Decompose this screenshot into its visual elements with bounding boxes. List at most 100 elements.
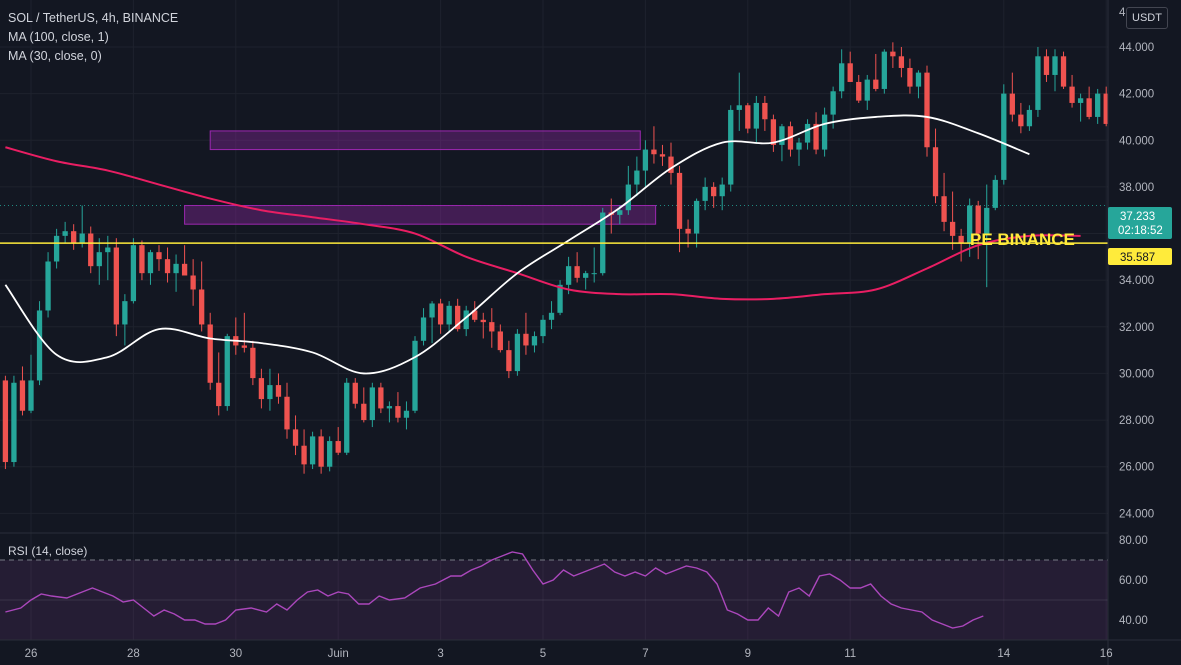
candle-body: [489, 322, 495, 332]
candle-body: [88, 233, 94, 267]
candle: [813, 112, 819, 155]
candle-body: [122, 301, 128, 325]
candle: [523, 312, 529, 355]
candle-body: [830, 91, 836, 115]
candle-body: [651, 149, 657, 155]
candle-body: [907, 67, 913, 87]
resistance-zone: [209, 130, 641, 151]
candle: [898, 46, 905, 78]
candle-body: [523, 333, 529, 346]
price-tick-label: 32.000: [1119, 322, 1154, 334]
candle: [856, 74, 862, 103]
price-tick-label: 24.000: [1119, 508, 1154, 520]
candle-body: [147, 252, 154, 274]
candle: [967, 198, 973, 257]
candle: [344, 378, 350, 456]
candle: [821, 107, 828, 157]
price-axis[interactable]: [1108, 0, 1181, 640]
candle-body: [1103, 93, 1109, 124]
candle: [369, 382, 375, 428]
candle: [386, 401, 393, 423]
time-tick-label: 7: [642, 648, 648, 660]
candle-body: [924, 72, 930, 148]
candle-body: [514, 333, 521, 372]
level-annotation: PE BINANCE: [970, 230, 1075, 249]
time-axis[interactable]: [0, 640, 1108, 665]
candle-body: [472, 310, 478, 320]
time-tick-label: 28: [127, 648, 140, 660]
candle: [19, 366, 26, 416]
candle: [207, 312, 213, 390]
candle: [932, 128, 939, 204]
candle: [1069, 74, 1075, 108]
candle: [301, 429, 307, 474]
candle-body: [463, 310, 469, 330]
candle-body: [62, 231, 68, 236]
candle: [36, 301, 43, 386]
candle-body: [1077, 98, 1084, 103]
candle: [1009, 72, 1015, 122]
symbol-title[interactable]: SOL / TetherUS, 4h, BINANCE: [8, 11, 179, 25]
candle-body: [967, 205, 973, 243]
current-price-tag: 37.233 02:18:52: [1108, 207, 1172, 239]
candle-body: [719, 184, 725, 197]
candle-body: [480, 319, 486, 323]
candle-body: [676, 172, 683, 229]
ma100-line: [5, 146, 1081, 301]
candle: [437, 298, 444, 334]
candle: [762, 95, 768, 131]
ma30-legend[interactable]: MA (30, close, 0): [8, 49, 102, 63]
currency-button[interactable]: USDT: [1126, 7, 1168, 29]
candle-body: [275, 385, 282, 397]
rsi-line: [5, 551, 984, 629]
candle-body: [821, 114, 828, 150]
candle-body: [1043, 56, 1050, 75]
rsi-tick-label: 40.00: [1119, 615, 1148, 627]
candle: [787, 121, 794, 157]
candle: [11, 375, 17, 467]
candle: [62, 221, 68, 243]
candle-body: [267, 385, 273, 400]
candle: [992, 175, 998, 211]
candle: [181, 245, 188, 276]
current-price-value: 37.233: [1120, 211, 1155, 223]
candle: [668, 142, 674, 185]
candle: [728, 105, 734, 192]
price-tick-label: 28.000: [1119, 415, 1154, 427]
candle-body: [890, 51, 896, 57]
rsi-tick-label: 60.00: [1119, 575, 1148, 587]
candle-body: [28, 380, 34, 411]
candle: [907, 58, 913, 94]
candle-body: [429, 303, 435, 318]
candle: [318, 429, 324, 474]
candle: [873, 53, 879, 92]
candle-body: [753, 102, 759, 129]
candle: [96, 238, 102, 285]
candle-body: [352, 382, 358, 404]
candle-body: [1001, 93, 1007, 180]
candle-body: [318, 436, 324, 467]
candle: [881, 49, 887, 94]
candle: [634, 156, 640, 197]
candle-body: [1060, 56, 1067, 87]
candle-body: [762, 102, 768, 120]
price-axis-top-label: 4: [1119, 7, 1126, 19]
candle-body: [190, 275, 196, 290]
candle: [224, 333, 230, 411]
candle-body: [301, 445, 307, 465]
candle: [130, 238, 137, 304]
candle: [890, 42, 896, 68]
candle-body: [864, 79, 870, 101]
candle-body: [839, 63, 845, 92]
ma100-legend[interactable]: MA (100, close, 1): [8, 30, 109, 44]
candle: [327, 436, 333, 472]
candle-body: [71, 231, 77, 243]
candle-body: [1035, 56, 1041, 110]
candle-body: [327, 441, 333, 467]
rsi-legend[interactable]: RSI (14, close): [8, 544, 88, 558]
candle-body: [659, 154, 666, 157]
candle-body: [403, 410, 410, 418]
candle: [975, 200, 981, 260]
candle-body: [216, 382, 222, 407]
